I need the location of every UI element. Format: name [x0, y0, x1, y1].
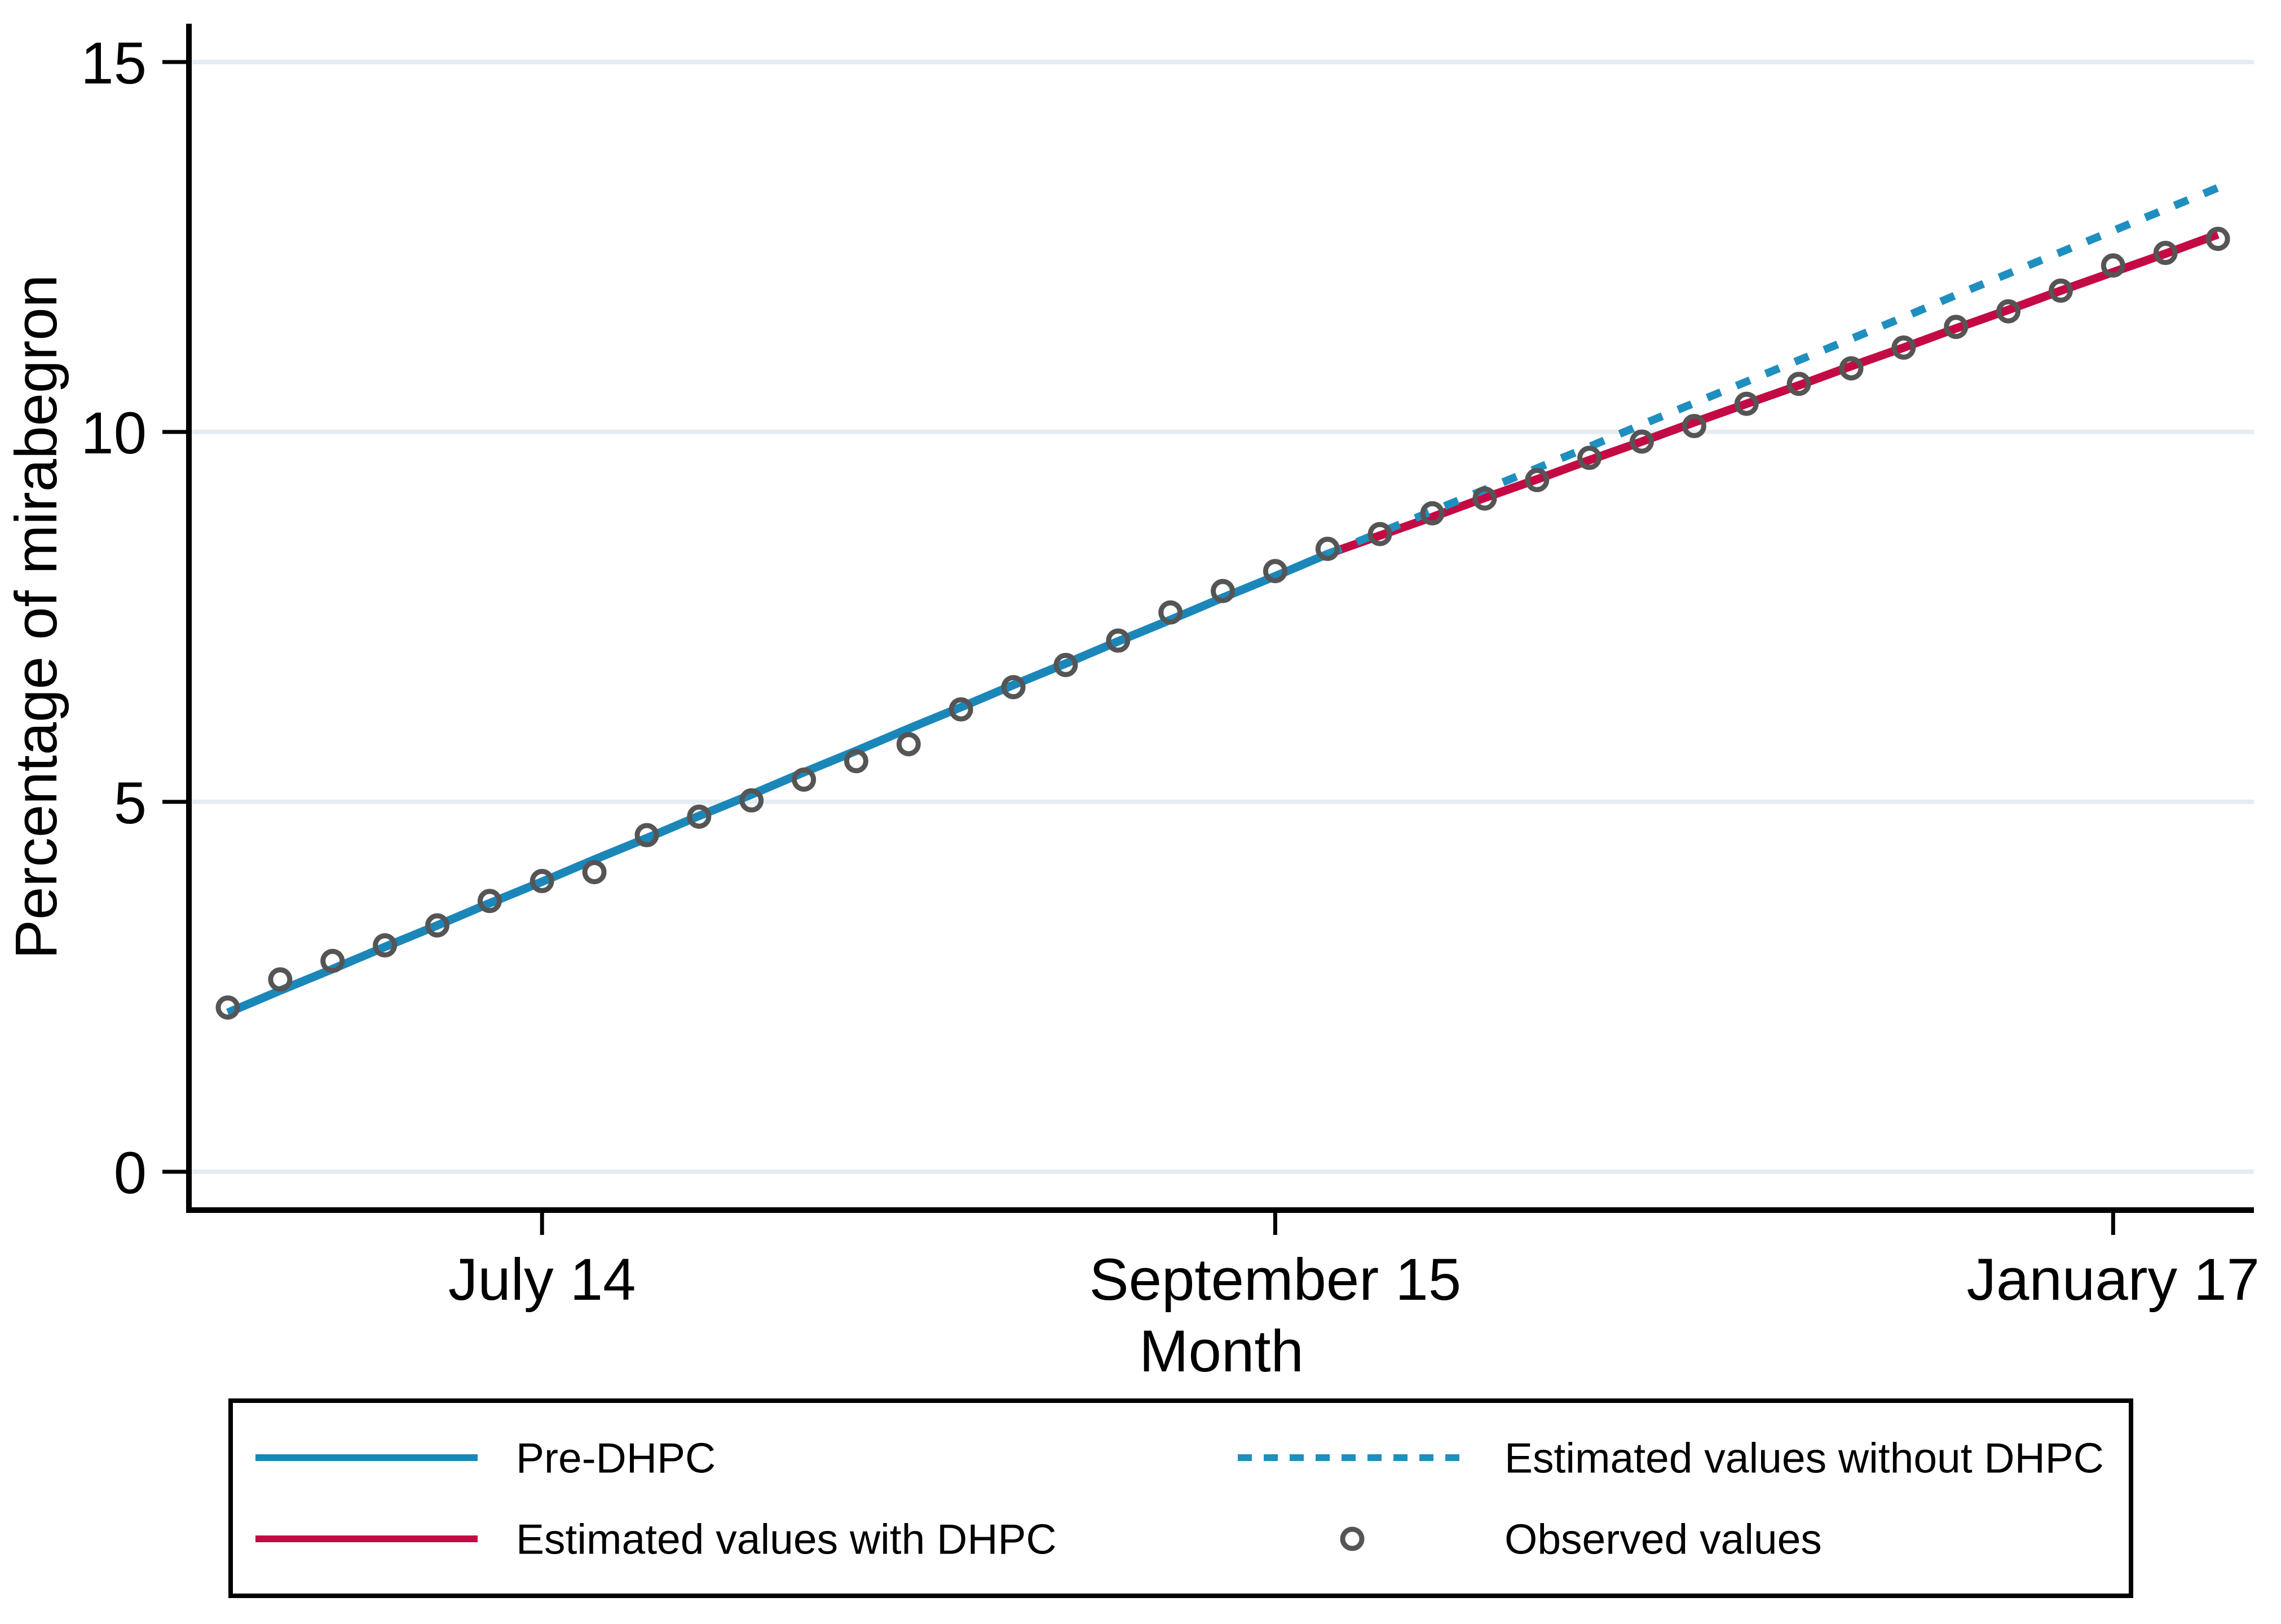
legend-swatch-observed [1340, 1526, 1365, 1551]
observed-point [530, 868, 554, 893]
y-tick-label: 0 [114, 1140, 147, 1206]
y-tick-label: 5 [114, 770, 147, 836]
observed-point [1367, 522, 1392, 546]
legend-label-pre: Pre-DHPC [516, 1434, 716, 1481]
observed-point [792, 767, 817, 792]
observed-point [634, 823, 659, 848]
observed-point [1263, 559, 1287, 584]
observed-point [1525, 467, 1550, 492]
observed-point [373, 933, 398, 957]
legend-label-with: Estimated values with DHPC [516, 1515, 1057, 1563]
observed-point [844, 749, 868, 774]
observed-point [582, 860, 607, 885]
x-axis-title: Month [1139, 1318, 1304, 1384]
x-tick-label: January 17 [1967, 1247, 2260, 1313]
observed-point [1996, 299, 2021, 324]
observed-point [425, 913, 449, 938]
observed-point [1001, 675, 1026, 700]
observed-point [268, 967, 293, 992]
observed-point [2205, 227, 2230, 251]
observed-point [739, 788, 764, 813]
observed-point [1211, 579, 1235, 603]
observed-point [477, 889, 502, 914]
pre-dhpc-line [226, 550, 1330, 1017]
observed-point [1053, 652, 1078, 677]
with-dhpc-line [1326, 230, 2220, 558]
observed-point [1420, 501, 1445, 526]
observed-point [1577, 445, 1602, 470]
y-tick-label: 10 [81, 400, 147, 466]
observed-point [1106, 628, 1131, 653]
legend-box [228, 1398, 2133, 1598]
observed-point [1734, 391, 1759, 416]
observed-point [1630, 429, 1654, 454]
observed-point [1891, 335, 1916, 360]
observed-point [687, 804, 712, 829]
legend: Pre-DHPC Estimated values without DHPC Est… [228, 1398, 2133, 1598]
observed-point [2153, 241, 2178, 265]
observed-point [1315, 536, 1340, 561]
observed-point [948, 697, 973, 722]
observed-points [215, 227, 2230, 1020]
observed-point [1472, 486, 1497, 511]
legend-label-without: Estimated values without DHPC [1505, 1434, 2104, 1481]
observed-point [1944, 315, 1969, 339]
y-tick-label: 15 [81, 30, 147, 96]
x-tick-label: September 15 [1089, 1247, 1462, 1313]
observed-point [1682, 414, 1706, 438]
without-dhpc-line [1326, 184, 2220, 558]
observed-point [896, 732, 921, 757]
observed-point [1786, 372, 1811, 396]
observed-point [2101, 253, 2125, 278]
legend-label-observed: Observed values [1505, 1515, 1822, 1563]
observed-point [215, 995, 240, 1020]
observed-point [1158, 600, 1183, 625]
observed-point [2049, 278, 2073, 303]
observed-point [320, 948, 345, 973]
axes: 0 5 10 15 July 14 September 15 January 17 [81, 24, 2260, 1313]
x-tick-label: July 14 [448, 1247, 636, 1313]
gridlines [192, 60, 2254, 1174]
y-axis-title: Percentage of mirabegron [3, 275, 69, 959]
observed-point [1839, 356, 1864, 381]
